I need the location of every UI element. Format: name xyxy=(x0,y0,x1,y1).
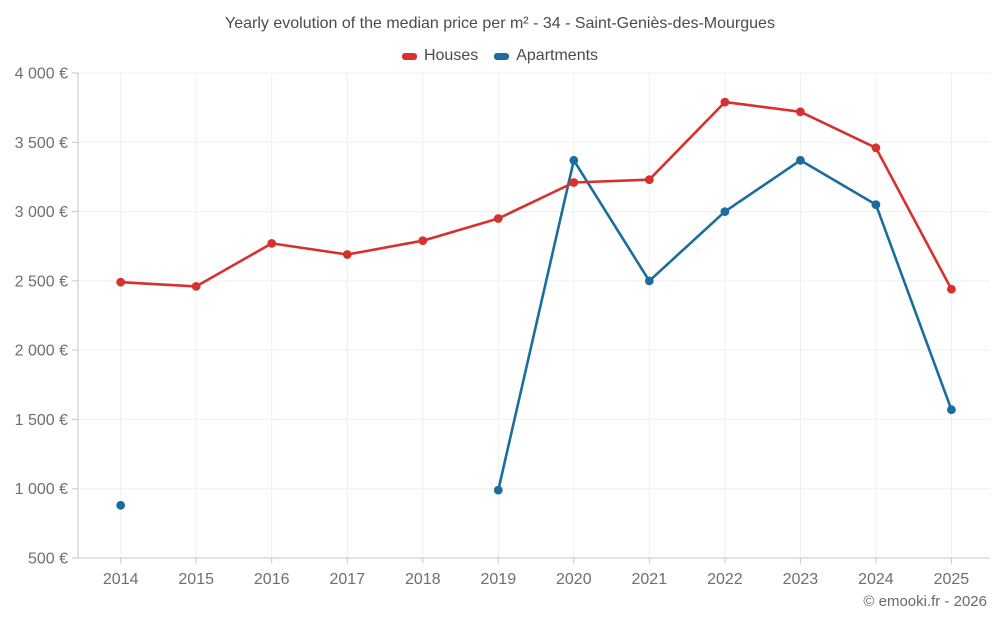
x-tick-label: 2025 xyxy=(934,571,970,588)
houses-data-point[interactable] xyxy=(342,250,352,259)
y-tick-label: 4 000 € xyxy=(15,66,68,83)
houses-data-point[interactable] xyxy=(569,178,579,187)
houses-data-point[interactable] xyxy=(796,107,805,117)
chart-legend: Houses Apartments xyxy=(0,47,1000,65)
legend-label-apartments: Apartments xyxy=(516,47,599,64)
x-tick-label: 2023 xyxy=(783,571,819,588)
x-tick-label: 2015 xyxy=(178,571,214,588)
x-tick-label: 2019 xyxy=(481,571,517,588)
apartments-data-point[interactable] xyxy=(871,200,881,210)
chart-title: Yearly evolution of the median price per… xyxy=(225,15,775,32)
x-tick-label: 2018 xyxy=(405,571,441,588)
x-tick-label: 2022 xyxy=(707,571,743,588)
apartments-data-point[interactable] xyxy=(116,500,126,510)
x-tick-label: 2021 xyxy=(632,571,668,588)
houses-data-point[interactable] xyxy=(644,175,654,185)
y-tick-label: 3 500 € xyxy=(15,135,68,152)
y-tick-label: 2 500 € xyxy=(15,273,68,290)
legend-item-houses[interactable]: Houses xyxy=(401,47,479,65)
x-tick-label: 2014 xyxy=(103,571,139,588)
apartments-data-point[interactable] xyxy=(947,405,956,415)
apartments-data-point[interactable] xyxy=(493,485,503,495)
y-tick-label: 1 000 € xyxy=(15,481,68,498)
houses-data-point[interactable] xyxy=(116,277,126,287)
houses-data-point[interactable] xyxy=(720,97,730,107)
apartments-data-point[interactable] xyxy=(569,155,579,165)
y-tick-label: 500 € xyxy=(28,551,68,568)
houses-data-point[interactable] xyxy=(871,143,881,153)
houses-data-point[interactable] xyxy=(493,214,503,223)
houses-data-point[interactable] xyxy=(267,239,277,248)
x-tick-label: 2020 xyxy=(556,571,592,588)
y-tick-label: 3 000 € xyxy=(15,204,68,221)
legend-item-apartments[interactable]: Apartments xyxy=(494,47,598,65)
apartments-legend-swatch-icon xyxy=(494,52,510,60)
x-tick-label: 2017 xyxy=(330,571,366,588)
copyright-credit: © emooki.fr - 2026 xyxy=(863,593,987,610)
y-tick-label: 2 000 € xyxy=(15,343,68,360)
apartments-data-point[interactable] xyxy=(796,155,805,165)
houses-data-point[interactable] xyxy=(191,282,201,291)
x-tick-label: 2024 xyxy=(858,571,894,588)
houses-data-point[interactable] xyxy=(418,236,428,246)
houses-data-point[interactable] xyxy=(947,284,956,294)
houses-legend-swatch-icon xyxy=(401,52,417,60)
apartments-data-point[interactable] xyxy=(644,276,654,286)
houses-line xyxy=(119,100,953,291)
apartments-data-point[interactable] xyxy=(720,207,730,217)
y-tick-label: 1 500 € xyxy=(15,412,68,429)
x-tick-label: 2016 xyxy=(254,571,290,588)
legend-label-houses: Houses xyxy=(423,47,479,64)
